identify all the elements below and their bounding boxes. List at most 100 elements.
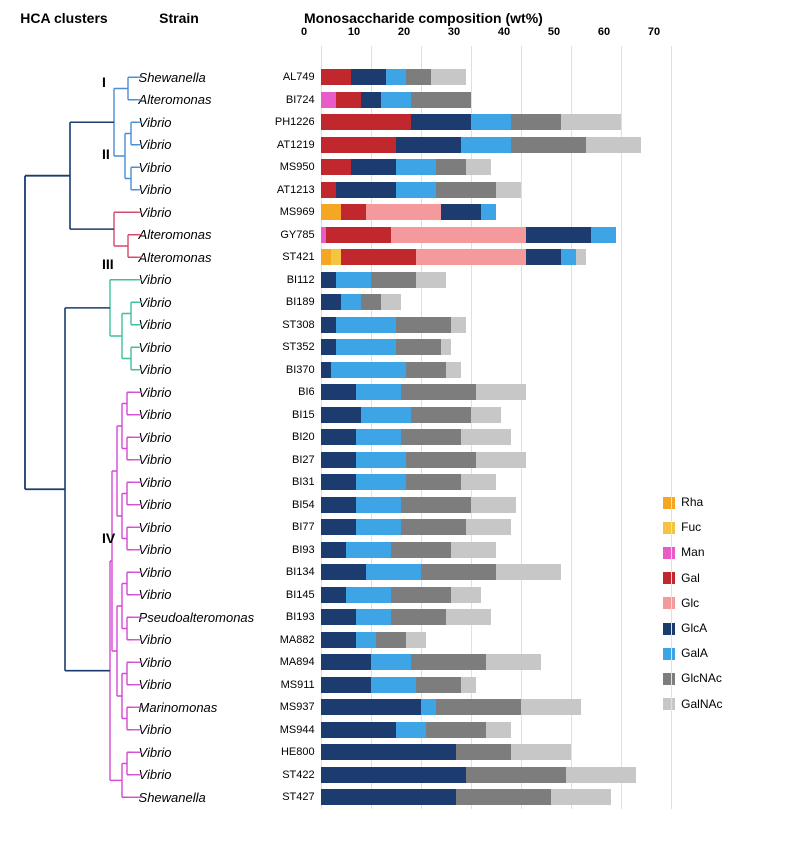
bar-segment-glcnac — [396, 317, 451, 333]
bar-label: HE800 — [257, 746, 321, 758]
bar-track — [321, 69, 664, 85]
legend-item-glca: GlcA — [663, 616, 789, 641]
bar-segment-galnac — [451, 542, 496, 558]
bar-segment-galnac — [451, 587, 481, 603]
axis-tick: 30 — [448, 26, 460, 38]
strain-name: Vibrio — [139, 404, 257, 427]
bar-segment-glcnac — [421, 564, 496, 580]
bar-segment-galnac — [566, 767, 636, 783]
legend-label: GalNAc — [681, 692, 722, 717]
chart-row: ST421 — [257, 246, 664, 269]
axis-tick: 10 — [348, 26, 360, 38]
bar-track — [321, 767, 664, 783]
bar-segment-galnac — [486, 654, 541, 670]
strain-name: Vibrio — [139, 494, 257, 517]
bar-segment-glcnac — [391, 542, 451, 558]
bar-segment-galnac — [461, 429, 511, 445]
bar-segment-gala — [346, 587, 391, 603]
bar-segment-galnac — [466, 519, 511, 535]
bar-segment-glca — [351, 159, 396, 175]
strain-name: Alteromonas — [139, 246, 257, 269]
bar-segment-glca — [321, 317, 336, 333]
cluster-label: IV — [102, 530, 115, 546]
figure-container: HCA clusters Strain Monosaccharide compo… — [10, 10, 789, 809]
cluster-label: II — [102, 146, 110, 162]
bar-label: MS937 — [257, 701, 321, 713]
bar-segment-glcnac — [361, 294, 381, 310]
legend-item-glc: Glc — [663, 591, 789, 616]
bar-segment-galnac — [486, 722, 511, 738]
bar-segment-gala — [336, 339, 396, 355]
bar-segment-glca — [321, 272, 336, 288]
bar-label: MA894 — [257, 656, 321, 668]
bar-label: BI54 — [257, 499, 321, 511]
bar-segment-glca — [321, 609, 356, 625]
axis-tick: 40 — [498, 26, 510, 38]
bar-segment-gala — [341, 294, 361, 310]
legend-item-galnac: GalNAc — [663, 692, 789, 717]
bar-segment-gala — [366, 564, 421, 580]
strain-name: Vibrio — [139, 201, 257, 224]
bar-track — [321, 272, 664, 288]
bar-segment-gal — [321, 159, 351, 175]
bar-segment-galnac — [446, 362, 461, 378]
bar-segment-galnac — [461, 474, 496, 490]
cluster-label: I — [102, 74, 106, 90]
bar-track — [321, 587, 664, 603]
bar-segment-glca — [411, 114, 471, 130]
bar-track — [321, 317, 664, 333]
bar-segment-glca — [321, 632, 356, 648]
bar-label: BI77 — [257, 521, 321, 533]
bar-segment-glcnac — [406, 69, 431, 85]
bar-segment-galnac — [441, 339, 451, 355]
strain-name: Vibrio — [139, 426, 257, 449]
bar-label: BI112 — [257, 274, 321, 286]
bar-label: BI134 — [257, 566, 321, 578]
bar-segment-rha — [321, 249, 331, 265]
legend-label: Man — [681, 540, 704, 565]
bar-segment-gal — [321, 137, 396, 153]
bar-track — [321, 204, 664, 220]
chart-row: MS950 — [257, 156, 664, 179]
chart-row: ST427 — [257, 786, 664, 809]
bar-track — [321, 699, 664, 715]
bar-segment-fuc — [331, 249, 341, 265]
bar-segment-glcnac — [416, 677, 461, 693]
grid-line — [671, 46, 672, 809]
chart-row: BI370 — [257, 359, 664, 382]
bar-segment-gala — [361, 407, 411, 423]
chart-row: BI6 — [257, 381, 664, 404]
bar-segment-gala — [356, 474, 406, 490]
chart-row: BI145 — [257, 584, 664, 607]
bar-track — [321, 339, 664, 355]
bar-label: BI189 — [257, 296, 321, 308]
bar-segment-gal — [321, 182, 336, 198]
legend-label: Fuc — [681, 515, 701, 540]
bar-segment-glcnac — [511, 114, 561, 130]
strain-name: Alteromonas — [139, 89, 257, 112]
bar-track — [321, 497, 664, 513]
chart-row: ST352 — [257, 336, 664, 359]
bar-segment-gala — [371, 654, 411, 670]
bar-segment-glca — [321, 722, 396, 738]
strain-name: Vibrio — [139, 179, 257, 202]
bar-segment-gala — [396, 182, 436, 198]
legend-item-fuc: Fuc — [663, 515, 789, 540]
bar-segment-glcnac — [436, 699, 521, 715]
legend-label: Gal — [681, 566, 700, 591]
legend-swatch — [663, 547, 675, 559]
bar-segment-glcnac — [401, 519, 466, 535]
bar-segment-gal — [341, 204, 366, 220]
chart-row: MS969 — [257, 201, 664, 224]
bar-track — [321, 137, 664, 153]
bar-segment-galnac — [471, 497, 516, 513]
legend-label: Glc — [681, 591, 699, 616]
bar-segment-glca — [321, 362, 331, 378]
bar-track — [321, 362, 664, 378]
chart-column: AL749BI724PH1226AT1219MS950AT1213MS969GY… — [257, 66, 664, 809]
strain-name: Vibrio — [139, 516, 257, 539]
bar-segment-galnac — [476, 384, 526, 400]
bar-segment-glca — [321, 789, 456, 805]
bar-segment-glcnac — [401, 497, 471, 513]
bar-segment-galnac — [431, 69, 466, 85]
